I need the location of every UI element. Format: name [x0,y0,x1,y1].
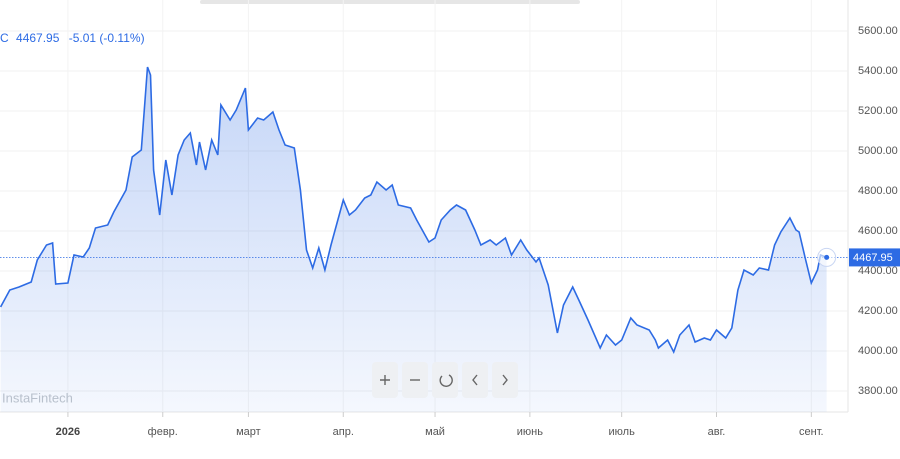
x-tick-label: февр. [148,426,178,438]
y-tick-label: 5400.00 [858,65,898,77]
x-tick-label: март [236,426,261,438]
y-tick-label: 4600.00 [858,225,898,237]
last-value-label: 4467.95 [853,252,893,264]
x-tick-label: июнь [517,426,543,438]
toolbar [372,362,518,398]
last-value-badge [849,248,900,267]
scroll-right-icon [502,374,508,386]
scroll-right-button[interactable] [492,362,518,398]
x-tick-label: сент. [799,426,824,438]
y-tick-label: 4800.00 [858,185,898,197]
x-tick-label: 2026 [56,426,80,438]
y-tick-label: 5000.00 [858,145,898,157]
x-tick-label: авг. [708,426,726,438]
y-tick-label: 5200.00 [858,105,898,117]
y-tick-label: 4200.00 [858,305,898,317]
plot [0,66,848,412]
reset-icon [439,374,453,387]
zoom-in-icon [380,375,390,385]
legend-header: С 4467.95 -5.01 (-0.11%) [0,31,145,45]
reset-button[interactable] [432,362,458,398]
last-value: 4467.95 [16,31,60,45]
y-tick-label: 4000.00 [858,345,898,357]
line [0,66,827,355]
y-tick-label: 3800.00 [858,385,898,397]
watermark: InstaFintech [2,390,73,405]
scroll-bar [200,0,580,4]
x-tick-label: май [425,426,445,438]
y-tick-label: 4400.00 [858,265,898,277]
x-tick-label: июль [609,426,636,438]
y-tick-label: 5600.00 [858,25,898,37]
change: -5.01 (-0.11%) [69,31,145,45]
scroll-left-button[interactable] [462,362,488,398]
scroll-left-icon [472,374,478,386]
last-point [824,254,830,260]
x-tick-label: апр. [333,426,354,438]
area [0,67,827,412]
symbol: С [0,31,9,45]
